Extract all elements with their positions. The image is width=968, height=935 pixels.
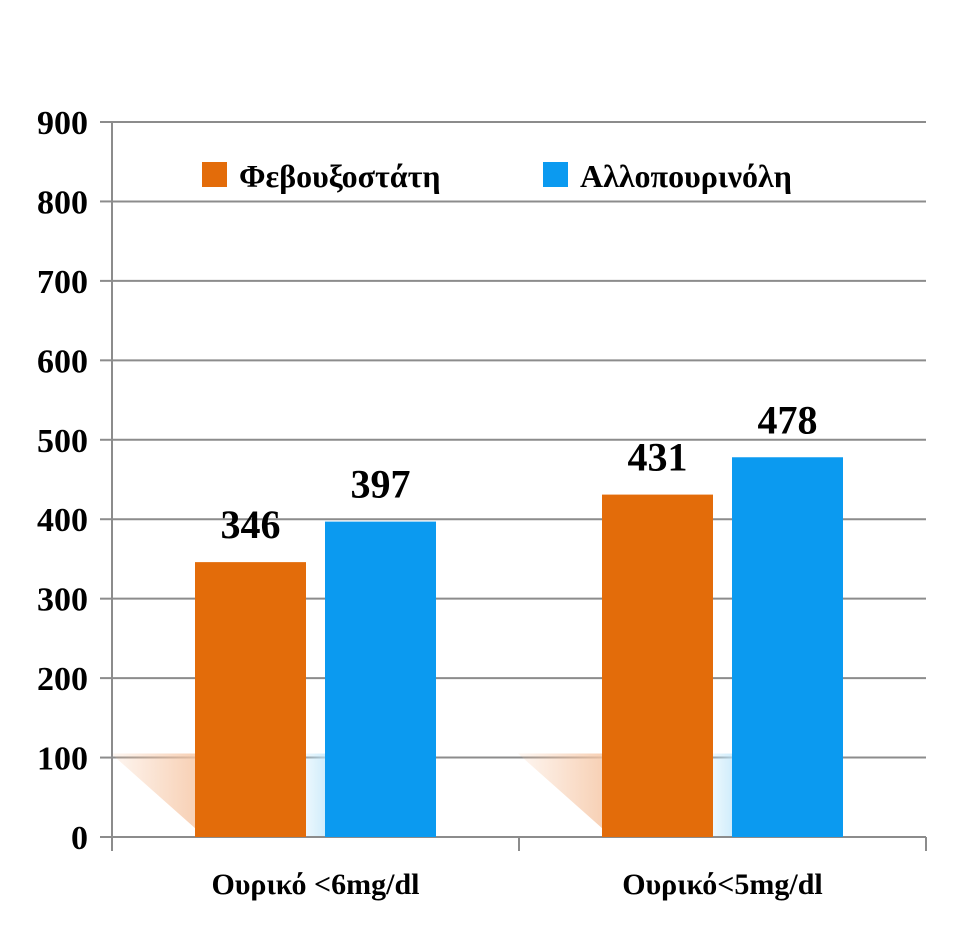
bars <box>195 457 843 837</box>
bar-shadow <box>111 753 205 837</box>
y-tick-label: 0 <box>71 820 88 857</box>
legend: Φεβουξοστάτη Αλλοπουρινόλη <box>202 158 792 194</box>
legend-label: Αλλοπουρινόλη <box>580 158 792 194</box>
y-tick-label: 900 <box>37 105 88 142</box>
bar <box>732 457 843 837</box>
y-tick-label: 500 <box>37 423 88 460</box>
y-tick-label: 400 <box>37 502 88 539</box>
data-label: 431 <box>628 435 688 480</box>
legend-label: Φεβουξοστάτη <box>239 158 441 194</box>
y-tick-label: 800 <box>37 184 88 221</box>
x-tick-label: Ουρικό<5mg/dl <box>622 868 823 901</box>
data-label: 346 <box>221 502 281 547</box>
y-tick-label: 100 <box>37 741 88 778</box>
data-label: 397 <box>351 462 411 507</box>
x-tick-label: Ουρικό <6mg/dl <box>212 868 420 901</box>
labels: 0 100 200 300 400 500 600 700 800 900 346 397 Ουρικό… <box>37 105 823 901</box>
legend-swatch <box>202 162 227 187</box>
y-tick-label: 600 <box>37 343 88 380</box>
bar-shadow <box>518 753 612 837</box>
y-tick-label: 200 <box>37 661 88 698</box>
data-label: 478 <box>758 397 818 442</box>
bar <box>602 494 713 837</box>
bar <box>195 562 306 837</box>
y-tick-label: 300 <box>37 582 88 619</box>
bar <box>325 521 436 837</box>
y-tick-label: 700 <box>37 264 88 301</box>
legend-swatch <box>543 162 568 187</box>
